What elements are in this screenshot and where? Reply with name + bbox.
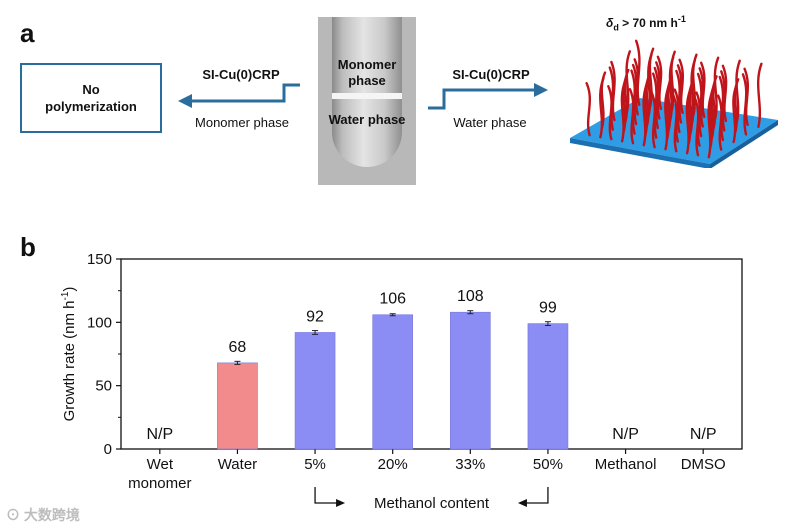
bracket-right-arrowhead — [517, 499, 527, 507]
data-label: 68 — [229, 339, 247, 356]
x-tick-label: Methanol — [595, 456, 657, 473]
no-polymerization-text: No polymerization — [45, 82, 137, 114]
polymer-strand — [678, 58, 684, 114]
no-polymerization-box: No polymerization — [20, 63, 162, 133]
substrate-front — [570, 138, 710, 168]
polymer-strand — [713, 56, 720, 120]
polymer-brushes — [585, 39, 763, 159]
methanol-content-label: Methanol content — [374, 495, 490, 512]
panel-a-letter: a — [20, 18, 35, 48]
x-tick-label: 20% — [378, 456, 408, 473]
data-label-np: N/P — [146, 426, 173, 443]
vial-monomer-label: Monomer phase — [337, 57, 397, 88]
vial-photo: Monomer phase Water phase — [318, 17, 416, 185]
thickness-rate-label: δd > 70 nm h-1 — [606, 14, 686, 32]
bar — [450, 311, 491, 450]
polymer-strand — [635, 39, 641, 106]
polymer-strand — [625, 50, 631, 114]
polymer-strand — [756, 62, 763, 128]
right-arrow-method-label: SI-Cu(0)CRP — [452, 67, 530, 82]
bar — [372, 314, 413, 450]
y-tick-label: 50 — [95, 378, 112, 395]
polymer-strand — [735, 59, 741, 124]
watermark: ⊙ 大数跨境 — [6, 505, 80, 525]
polymer-strand — [743, 67, 749, 126]
right-step-arrow — [428, 83, 548, 110]
right-arrow-phase-label: Water phase — [453, 115, 527, 130]
data-label-np: N/P — [690, 426, 717, 443]
bracket-left-arrowhead — [336, 499, 346, 507]
thickness-sup: -1 — [677, 14, 686, 24]
x-tick-label: Water — [218, 456, 257, 473]
data-label-np: N/P — [612, 426, 639, 443]
left-arrow-method-label: SI-Cu(0)CRP — [202, 67, 280, 82]
x-tick-label: Wet — [147, 456, 174, 473]
vial-water-label: Water phase — [328, 112, 406, 127]
phase-boundary — [332, 93, 402, 99]
polymer-strand — [691, 53, 698, 116]
panel-b-letter: b — [20, 232, 36, 262]
polymer-strand — [656, 55, 663, 110]
left-arrow-phase-label: Monomer phase — [195, 115, 289, 130]
bracket-right — [525, 487, 549, 504]
x-tick-label: monomer — [128, 475, 191, 492]
x-tick-label: 5% — [304, 456, 326, 473]
y-tick-label: 150 — [87, 251, 112, 268]
plot-frame — [120, 258, 743, 450]
polymer-strand — [670, 50, 676, 112]
polymer-strand — [700, 61, 706, 118]
data-label: 92 — [306, 308, 324, 325]
y-axis-label: Growth rate (nm h-1) — [60, 287, 78, 422]
thickness-sub: d — [613, 22, 619, 33]
watermark-logo-icon: ⊙ — [6, 507, 20, 523]
x-tick-label: 33% — [455, 456, 485, 473]
polymer-strand — [600, 71, 607, 129]
data-label: 99 — [539, 300, 557, 317]
polymer-strand — [648, 47, 655, 108]
x-tick-label: 50% — [533, 456, 563, 473]
bar — [294, 332, 336, 450]
vial-tube — [332, 17, 402, 167]
substrate-side — [710, 120, 778, 168]
data-label: 108 — [457, 288, 484, 305]
thickness-text: > 70 nm h — [618, 16, 678, 30]
thickness-symbol: δ — [606, 16, 614, 30]
data-label: 106 — [379, 291, 406, 308]
growth-rate-bar-chart: 0 50 100 150 Growth rate (nm h-1) Wet monomer N… — [60, 251, 743, 512]
bracket-left — [314, 487, 338, 504]
polymer-brush-illustration — [570, 39, 778, 168]
polymer-strand — [721, 64, 728, 122]
bar — [217, 362, 258, 450]
x-tick-label: DMSO — [681, 456, 726, 473]
polymer-strand — [585, 82, 591, 137]
y-tick-label: 0 — [104, 441, 112, 458]
y-tick-label: 100 — [87, 314, 112, 331]
bar — [527, 323, 569, 450]
watermark-text: 大数跨境 — [23, 507, 80, 523]
left-step-arrow — [178, 83, 300, 108]
polymer-strand — [610, 60, 616, 122]
